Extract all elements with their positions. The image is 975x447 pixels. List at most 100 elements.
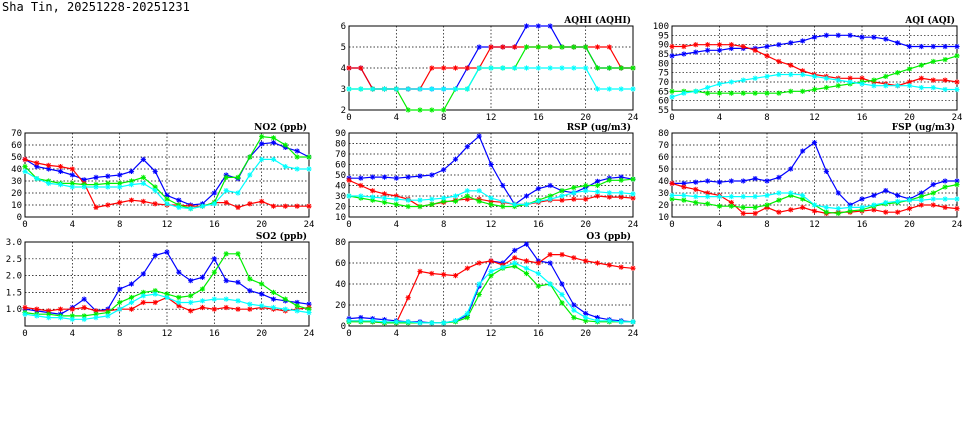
fsp-series-red-point bbox=[895, 209, 901, 215]
so2-series-green-point bbox=[164, 291, 170, 297]
aqi-series-green-point bbox=[776, 90, 782, 96]
so2-series-blue-point bbox=[235, 279, 241, 285]
aqi-series-cyan-point bbox=[681, 90, 687, 96]
o3-chart: 0 4 8 12 16 20 24 0 20 40 60 80 O3 (ppb) bbox=[335, 231, 638, 339]
so2-series-red-point bbox=[140, 299, 146, 306]
rsp-xtick-label: 12 bbox=[486, 220, 497, 230]
so2-series-red-point bbox=[199, 304, 206, 311]
o3-ytick-label: 40 bbox=[335, 280, 346, 290]
fsp-series-cyan-point bbox=[811, 202, 818, 208]
fsp-series-green-point bbox=[681, 197, 687, 203]
so2-series-green-point bbox=[81, 313, 87, 319]
fsp-chart: 0 4 8 12 16 20 24 10 20 30 40 50 60 70 80 FSP (ug/m3) bbox=[658, 122, 962, 230]
so2-series-green-point bbox=[176, 294, 182, 301]
aqhi-series-red-point bbox=[429, 65, 435, 71]
o3-series-red-point bbox=[606, 262, 612, 268]
rsp-series-cyan-point bbox=[618, 190, 624, 196]
rsp-series-cyan-point bbox=[464, 188, 470, 194]
fsp-series-blue-point bbox=[800, 148, 806, 154]
no2-series-green-point bbox=[259, 134, 265, 140]
fsp-xtick-label: 8 bbox=[764, 220, 769, 230]
o3-series-blue-point bbox=[583, 310, 589, 316]
aqi-series-cyan-point bbox=[776, 71, 782, 78]
rsp-series-cyan-point bbox=[547, 196, 553, 202]
fsp-series-red-point bbox=[954, 206, 960, 212]
no2-series-blue-point bbox=[294, 148, 300, 154]
aqi-series-green-point bbox=[764, 90, 770, 96]
rsp-series-cyan-point bbox=[630, 191, 636, 197]
no2-series-cyan-point bbox=[235, 190, 241, 196]
rsp-series-cyan-point bbox=[571, 190, 577, 196]
fsp-series-cyan-point bbox=[930, 196, 936, 202]
aqhi-series-green-point bbox=[405, 107, 411, 113]
o3-series-cyan-point bbox=[535, 270, 541, 277]
so2-ytick-label: 2.0 bbox=[6, 272, 22, 282]
o3-series-blue-point bbox=[559, 281, 565, 287]
o3-series-green-point bbox=[476, 291, 482, 298]
aqi-series-red-point bbox=[930, 77, 936, 83]
o3-series-cyan-point bbox=[405, 319, 411, 325]
so2-series-blue-point bbox=[176, 269, 182, 275]
aqi-series-red-point bbox=[800, 68, 806, 74]
rsp-ytick-label: 40 bbox=[335, 182, 346, 192]
fsp-xtick-label: 4 bbox=[717, 220, 722, 230]
so2-series-cyan-point bbox=[128, 299, 135, 306]
aqi-series-red-point bbox=[669, 43, 675, 50]
aqhi-series-green-point bbox=[523, 44, 530, 50]
so2-series-red-point bbox=[81, 304, 87, 311]
no2-series-red-point bbox=[57, 164, 64, 170]
aqhi-series-cyan-point bbox=[393, 86, 399, 92]
o3-series-blue-point bbox=[523, 241, 530, 247]
no2-series-red-point bbox=[306, 203, 312, 209]
aqi-series-cyan-point bbox=[906, 83, 913, 89]
rsp-series-green-point bbox=[417, 203, 423, 210]
o3-series-red-point bbox=[405, 295, 411, 301]
aqhi-series-green-point bbox=[630, 65, 636, 71]
aqi-chart-title: AQI (AQI) bbox=[904, 15, 955, 26]
fsp-series-green-point bbox=[728, 203, 734, 209]
aqhi-series-green-point bbox=[535, 44, 541, 50]
aqi-series-cyan-point bbox=[859, 81, 865, 87]
no2-series-green-point bbox=[223, 174, 229, 180]
o3-series-green-point bbox=[571, 315, 577, 321]
rsp-series-green-point bbox=[594, 182, 601, 189]
rsp-series-cyan-point bbox=[441, 195, 447, 201]
so2-series-red-point bbox=[211, 306, 217, 312]
aqi-series-cyan-point bbox=[693, 88, 699, 94]
aqi-ytick-label: 55 bbox=[658, 106, 669, 116]
aqi-series-red-point bbox=[764, 53, 770, 59]
rsp-series-green-point bbox=[393, 201, 399, 207]
no2-series-red-point bbox=[105, 202, 111, 208]
rsp-ytick-label: 70 bbox=[335, 150, 346, 160]
o3-series-red-point bbox=[441, 271, 447, 278]
aqhi-series-cyan-point bbox=[464, 86, 470, 92]
aqi-series-blue-point bbox=[906, 43, 913, 50]
so2-series-green-point bbox=[282, 296, 288, 302]
so2-series-cyan-point bbox=[235, 298, 241, 304]
o3-series-cyan-point bbox=[441, 320, 447, 326]
o3-series-red-point bbox=[429, 270, 435, 277]
aqi-series-cyan-point bbox=[871, 83, 877, 89]
aqhi-series-cyan-point bbox=[346, 86, 352, 92]
so2-xtick-label: 16 bbox=[209, 329, 220, 339]
aqhi-series-blue-point bbox=[547, 23, 553, 29]
o3-series-red-point bbox=[512, 255, 518, 261]
fsp-series-cyan-point bbox=[716, 194, 723, 200]
rsp-series-green-point bbox=[500, 203, 506, 210]
fsp-series-red-point bbox=[883, 209, 889, 215]
so2-series-cyan-point bbox=[81, 316, 87, 322]
o3-ytick-label: 80 bbox=[335, 238, 346, 248]
aqhi-series-red-point bbox=[500, 44, 506, 50]
so2-chart: 0 4 8 12 16 20 24 1.0 1.5 2.0 2.5 3.0 SO2 (ppb) bbox=[6, 231, 315, 339]
no2-series-cyan-point bbox=[22, 168, 28, 174]
fsp-series-green-point bbox=[847, 208, 853, 214]
rsp-series-green-point bbox=[583, 182, 589, 189]
aqi-series-green-point bbox=[918, 62, 924, 68]
aqi-series-cyan-point bbox=[669, 94, 675, 100]
rsp-series-red-point bbox=[381, 191, 388, 197]
aqi-ytick-label: 75 bbox=[658, 69, 669, 79]
aqhi-series-green-point bbox=[583, 44, 589, 50]
aqi-series-cyan-point bbox=[705, 85, 711, 91]
so2-xtick-label: 4 bbox=[70, 329, 75, 339]
aqi-xtick-label: 4 bbox=[717, 113, 722, 123]
